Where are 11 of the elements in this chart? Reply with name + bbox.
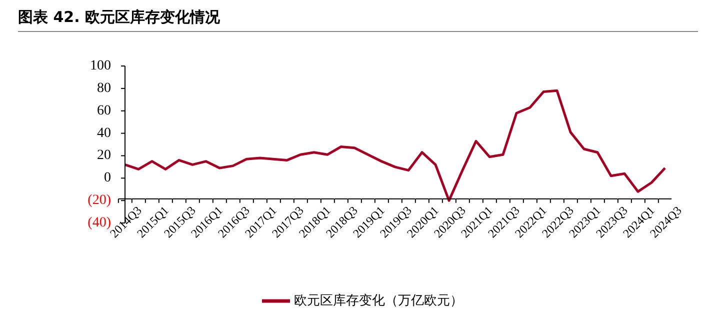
y-tick-label: (40): [88, 216, 112, 230]
chart-title: 图表 42. 欧元区库存变化情况: [18, 8, 220, 27]
y-tick-label: (20): [88, 193, 112, 208]
line-series: [124, 89, 666, 202]
y-tick-label: 0: [104, 170, 111, 186]
y-tick-label: 60: [97, 103, 111, 118]
y-tick-label: 80: [97, 80, 111, 96]
y-tick-label: 40: [97, 126, 111, 141]
legend-label: 欧元区库存变化（万亿欧元）: [294, 294, 463, 309]
y-tick-label: 100: [90, 58, 111, 74]
y-tick-label: 20: [97, 148, 111, 164]
